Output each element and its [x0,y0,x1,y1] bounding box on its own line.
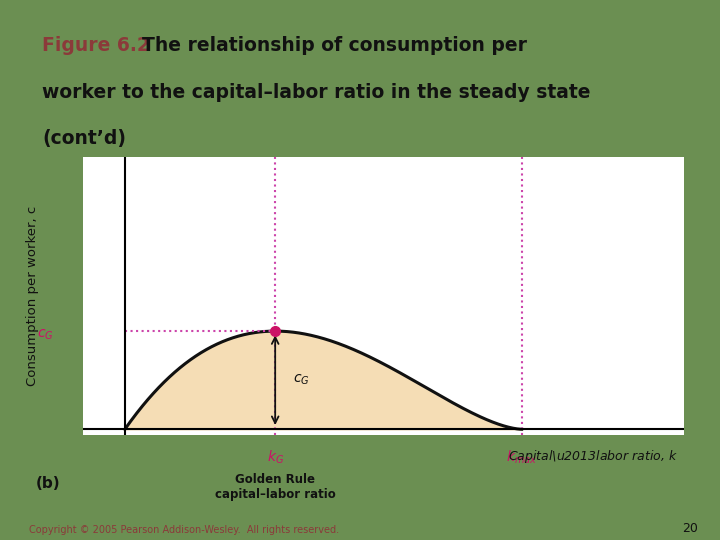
Text: Capital\u2013labor ratio, $k$: Capital\u2013labor ratio, $k$ [508,448,678,465]
Text: Consumption per worker, c: Consumption per worker, c [26,206,39,386]
Text: The relationship of consumption per: The relationship of consumption per [129,36,527,55]
Text: worker to the capital–labor ratio in the steady state: worker to the capital–labor ratio in the… [42,83,591,102]
Text: 20: 20 [683,522,698,535]
Text: (b): (b) [36,476,60,491]
Text: $k_G$: $k_G$ [266,448,284,465]
Text: $k_{max}$: $k_{max}$ [506,448,537,465]
Text: Copyright © 2005 Pearson Addison-Wesley.  All rights reserved.: Copyright © 2005 Pearson Addison-Wesley.… [29,524,339,535]
Text: (cont’d): (cont’d) [42,129,126,148]
Text: Golden Rule
capital–labor ratio: Golden Rule capital–labor ratio [215,473,336,501]
Text: $c_G$: $c_G$ [37,327,54,342]
Text: Figure 6.2: Figure 6.2 [42,36,150,55]
Text: $c_G$: $c_G$ [293,373,310,387]
